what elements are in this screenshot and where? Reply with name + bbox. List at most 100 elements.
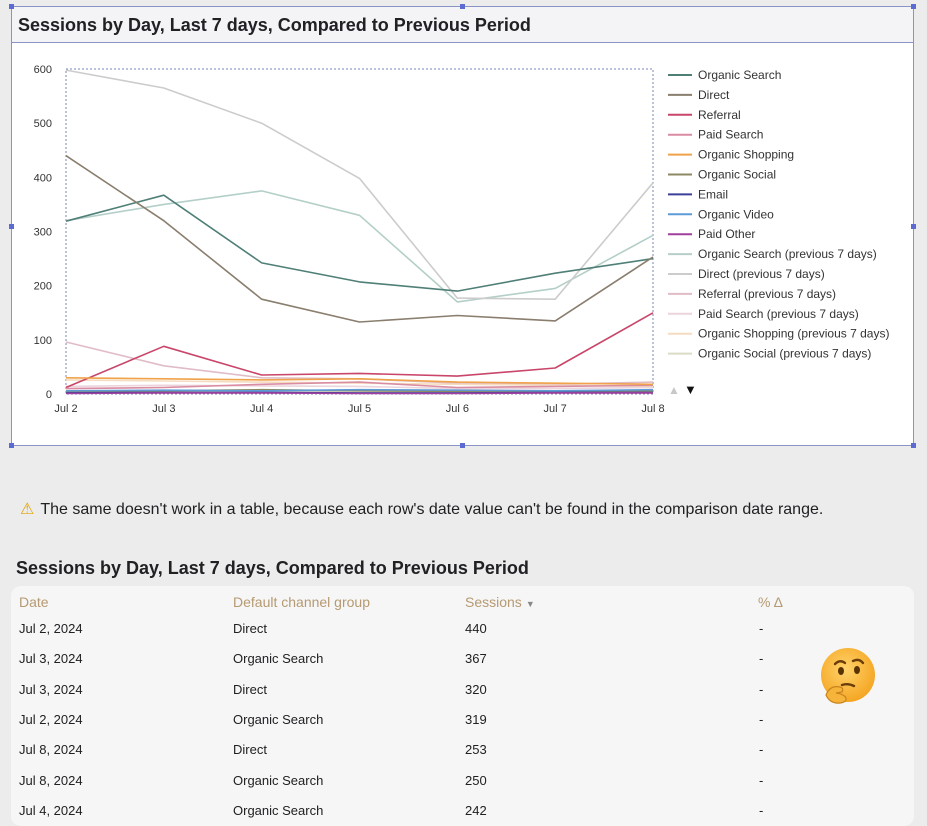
- plot-area-frame: [65, 68, 654, 395]
- legend-label: Paid Search: [698, 128, 763, 142]
- series-line: [65, 155, 654, 323]
- chart-title-bar: Sessions by Day, Last 7 days, Compared t…: [12, 7, 913, 43]
- cell-percent-change: -: [759, 651, 764, 667]
- cell-date: Jul 8, 2024: [19, 742, 83, 758]
- legend-label: Paid Other: [698, 227, 755, 241]
- y-tick-label: 500: [34, 118, 52, 130]
- cell-sessions: 319: [465, 711, 487, 727]
- legend-next-page-icon[interactable]: ▼: [684, 382, 697, 397]
- sort-desc-icon: ▼: [525, 599, 535, 609]
- cell-channel: Organic Search: [233, 772, 324, 788]
- x-tick-label: Jul 7: [544, 403, 567, 415]
- series-line: [65, 381, 654, 390]
- legend-label: Organic Search (previous 7 days): [698, 247, 877, 261]
- series-line: [65, 194, 654, 292]
- chart-title: Sessions by Day, Last 7 days, Compared t…: [18, 15, 531, 35]
- legend-label: Referral: [698, 108, 741, 122]
- legend-label: Direct: [698, 88, 730, 102]
- cell-sessions: 320: [465, 681, 487, 697]
- cell-percent-change: -: [759, 772, 764, 788]
- legend-label: Organic Search: [698, 68, 781, 82]
- cell-date: Jul 8, 2024: [19, 772, 83, 788]
- table-row[interactable]: Jul 3, 2024 Organic Search 367 -: [11, 651, 914, 671]
- table-row[interactable]: Jul 8, 2024 Organic Search 250 -: [11, 773, 914, 793]
- legend-prev-page-icon[interactable]: ▲: [668, 383, 680, 397]
- table-title: Sessions by Day, Last 7 days, Compared t…: [16, 558, 529, 578]
- column-header-sessions[interactable]: Sessions ▼: [465, 594, 535, 610]
- y-tick-label: 400: [34, 172, 52, 184]
- cell-channel: Direct: [233, 742, 267, 758]
- cell-percent-change: -: [759, 681, 764, 697]
- y-tick-label: 100: [34, 335, 52, 347]
- cell-sessions: 242: [465, 802, 487, 818]
- resize-handle[interactable]: [911, 443, 916, 448]
- x-tick-label: Jul 4: [250, 403, 273, 415]
- y-tick-label: 0: [46, 389, 52, 401]
- legend-label: Organic Video: [698, 207, 774, 221]
- legend-label: Direct (previous 7 days): [698, 267, 825, 281]
- cell-sessions: 250: [465, 772, 487, 788]
- legend-label: Organic Shopping: [698, 148, 794, 162]
- cell-channel: Organic Search: [233, 651, 324, 667]
- resize-handle[interactable]: [911, 4, 916, 9]
- series-line: [65, 190, 654, 303]
- resize-handle[interactable]: [9, 224, 14, 229]
- cell-percent-change: -: [759, 742, 764, 758]
- resize-handle[interactable]: [460, 443, 465, 448]
- warning-icon: ⚠: [20, 501, 35, 518]
- cell-date: Jul 2, 2024: [19, 711, 83, 727]
- x-tick-label: Jul 8: [641, 403, 664, 415]
- legend-label: Organic Shopping (previous 7 days): [698, 327, 889, 341]
- x-tick-label: Jul 3: [152, 403, 175, 415]
- series-line: [65, 312, 654, 389]
- table-row[interactable]: Jul 4, 2024 Organic Search 242 -: [11, 803, 914, 823]
- resize-handle[interactable]: [9, 4, 14, 9]
- column-header-percent-change[interactable]: % Δ: [758, 594, 783, 610]
- warning-note-text: The same doesn't work in a table, becaus…: [40, 501, 824, 518]
- cell-sessions: 253: [465, 742, 487, 758]
- line-chart: 0 100 200 300 400 500 600 Jul 2 Jul 3 Jul 4 Jul 5 J…: [34, 64, 890, 415]
- warning-note: ⚠ The same doesn't work in a table, becau…: [20, 499, 823, 519]
- cell-channel: Organic Search: [233, 802, 324, 818]
- cell-percent-change: -: [759, 621, 764, 636]
- legend-label: Organic Social (previous 7 days): [698, 347, 871, 361]
- column-header-date[interactable]: Date: [19, 594, 49, 610]
- x-tick-label: Jul 2: [54, 403, 77, 415]
- cell-channel: Direct: [233, 681, 267, 697]
- sessions-table: Date Default channel group Sessions ▼ % Δ…: [11, 586, 914, 826]
- x-tick-label: Jul 6: [446, 403, 469, 415]
- cell-channel: Organic Search: [233, 711, 324, 727]
- y-tick-label: 300: [34, 227, 52, 239]
- y-tick-label: 200: [34, 281, 52, 293]
- column-header-channel[interactable]: Default channel group: [233, 594, 370, 610]
- chart-card[interactable]: Sessions by Day, Last 7 days, Compared t…: [11, 6, 914, 446]
- x-tick-label: Jul 5: [348, 403, 371, 415]
- table-row[interactable]: Jul 2, 2024 Direct 440 -: [11, 621, 914, 641]
- cell-date: Jul 3, 2024: [19, 681, 83, 697]
- series-line: [65, 69, 654, 300]
- y-tick-label: 600: [34, 64, 52, 76]
- cell-date: Jul 4, 2024: [19, 802, 83, 818]
- cell-percent-change: -: [759, 711, 764, 727]
- legend-label: Email: [698, 187, 728, 201]
- table-row[interactable]: Jul 2, 2024 Organic Search 319 -: [11, 712, 914, 732]
- thinking-face-icon: [821, 648, 875, 704]
- series-line: [65, 379, 654, 388]
- legend-label: Organic Social: [698, 168, 776, 182]
- table-row[interactable]: Jul 8, 2024 Direct 253 -: [11, 742, 914, 762]
- cell-date: Jul 2, 2024: [19, 621, 83, 636]
- table-row[interactable]: Jul 3, 2024 Direct 320 -: [11, 682, 914, 702]
- series-line: [65, 388, 654, 392]
- cell-percent-change: -: [759, 802, 764, 818]
- series-line: [65, 384, 654, 390]
- cell-sessions: 367: [465, 651, 487, 667]
- cell-date: Jul 3, 2024: [19, 651, 83, 667]
- column-header-sessions-label: Sessions: [465, 594, 522, 610]
- cell-channel: Direct: [233, 621, 267, 636]
- resize-handle[interactable]: [460, 4, 465, 9]
- resize-handle[interactable]: [9, 443, 14, 448]
- series-line: [65, 392, 653, 395]
- cell-sessions: 440: [465, 621, 487, 636]
- legend-label: Referral (previous 7 days): [698, 287, 836, 301]
- resize-handle[interactable]: [911, 224, 916, 229]
